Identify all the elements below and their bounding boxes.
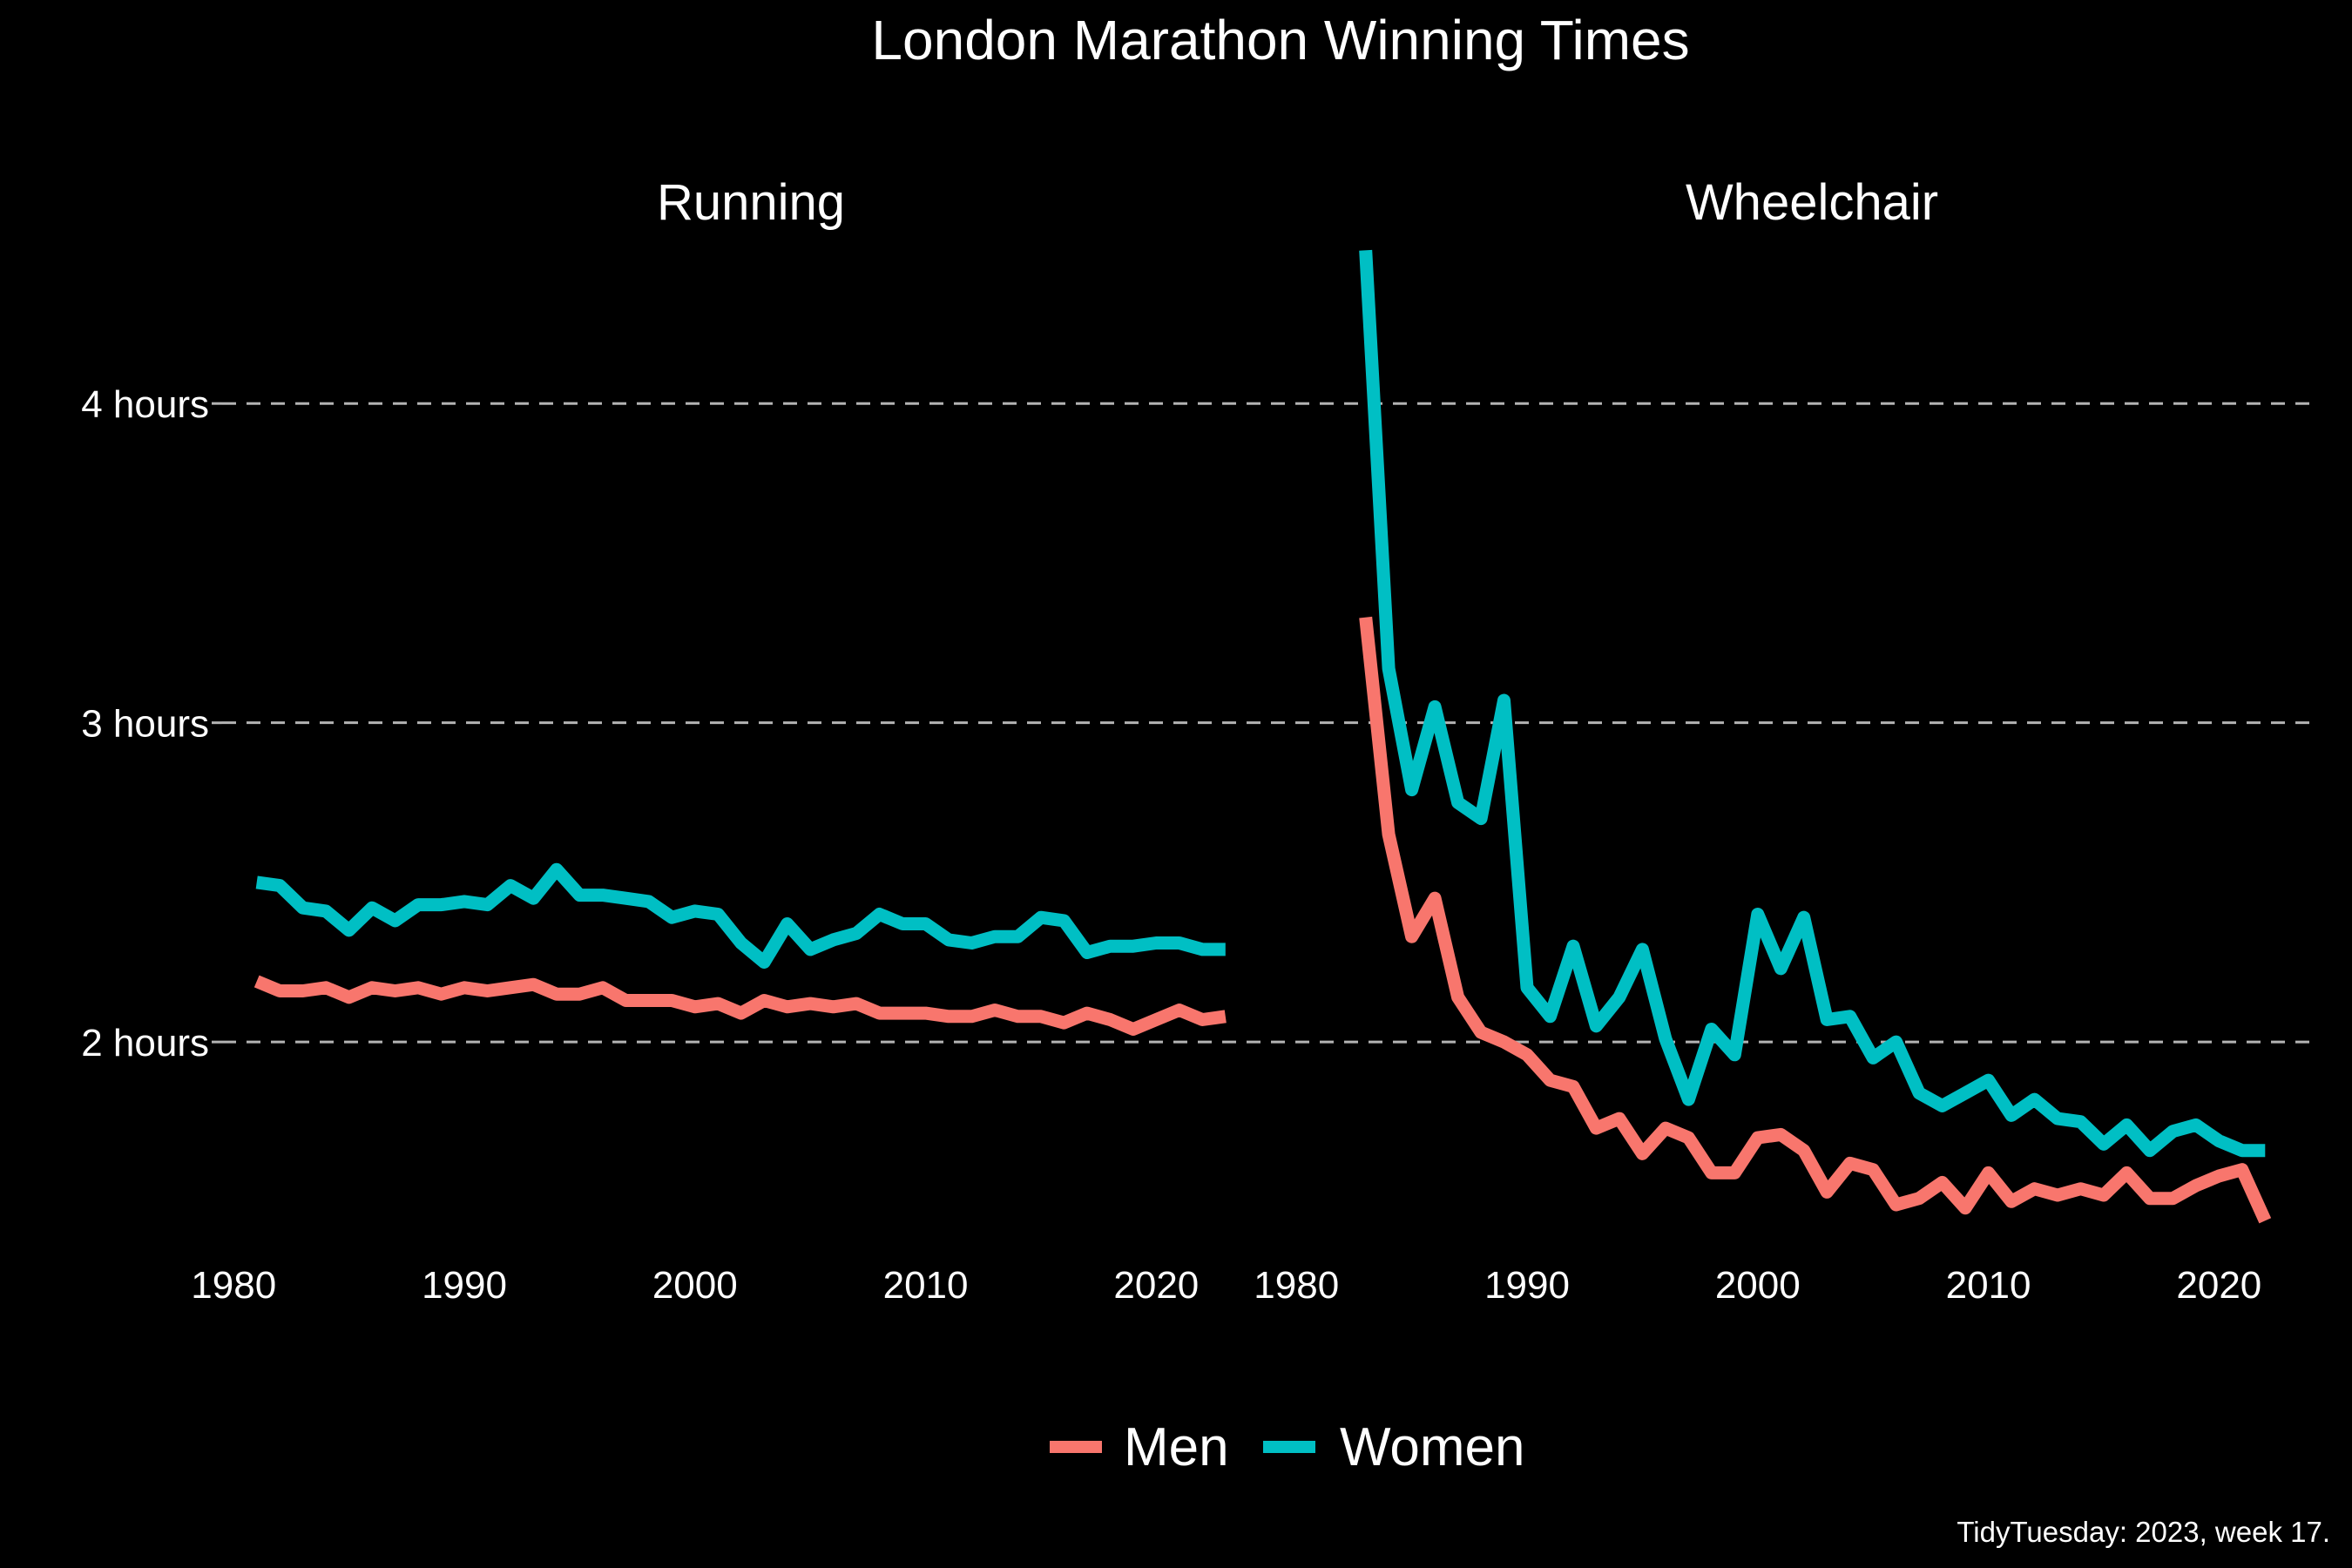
x-tick-label: 1990 [1484,1264,1570,1307]
series-line-wheelchair-women [1359,249,2266,1158]
x-tick-label: 2000 [652,1264,738,1307]
legend: Men Women [1050,1417,1525,1477]
x-tick-label: 2010 [883,1264,969,1307]
x-axes: 1980 1990 2000 2010 2020 1980 1990 2000 2010 2020 [191,1264,2261,1307]
x-tick-label: 1980 [1254,1264,1339,1307]
legend-label-men: Men [1124,1417,1229,1477]
y-tick-label: 3 hours [81,703,209,746]
y-axis: 2 hours 3 hours 4 hours [81,383,222,1064]
y-tick-label: 4 hours [81,383,209,426]
series-lines [253,249,2272,1224]
caption: TidyTuesday: 2023, week 17. [1957,1516,2330,1548]
panel-title-wheelchair: Wheelchair [1686,174,1938,231]
y-tick-label: 2 hours [81,1022,209,1064]
series-line-running-men [253,975,1227,1036]
x-tick-label: 2020 [1113,1264,1199,1307]
x-tick-label: 2010 [1946,1264,2031,1307]
grid-lines [222,402,2317,1044]
legend-label-women: Women [1340,1417,1525,1477]
x-tick-label: 2000 [1715,1264,1801,1307]
series-line-wheelchair-men [1359,616,2272,1224]
x-tick-label: 2020 [2176,1264,2261,1307]
chart-title: London Marathon Winning Times [871,9,1689,71]
x-tick-label: 1990 [422,1264,507,1307]
series-line-running-women [255,862,1226,969]
x-tick-label: 1980 [191,1264,276,1307]
panel-title-running: Running [657,174,845,231]
